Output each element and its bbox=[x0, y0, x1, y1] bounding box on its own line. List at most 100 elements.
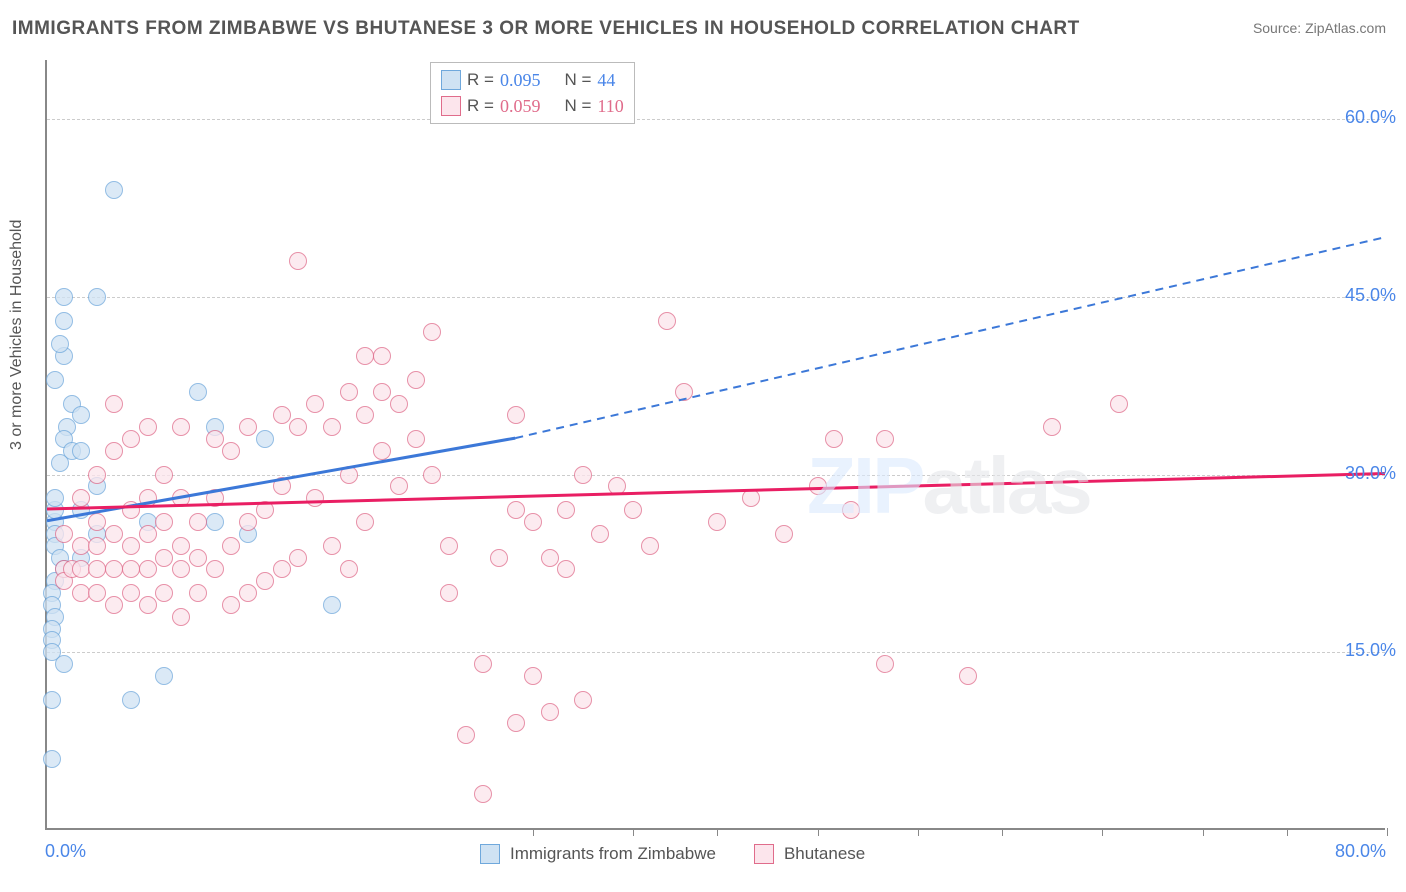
scatter-point-bhutanese bbox=[172, 560, 190, 578]
scatter-point-bhutanese bbox=[323, 418, 341, 436]
scatter-point-bhutanese bbox=[256, 501, 274, 519]
legend-stat-row-zimbabwe: R =0.095N =44 bbox=[441, 67, 624, 93]
scatter-point-zimbabwe bbox=[105, 181, 123, 199]
scatter-point-bhutanese bbox=[876, 430, 894, 448]
scatter-point-bhutanese bbox=[675, 383, 693, 401]
scatter-point-bhutanese bbox=[557, 560, 575, 578]
scatter-point-zimbabwe bbox=[256, 430, 274, 448]
scatter-point-bhutanese bbox=[139, 596, 157, 614]
scatter-point-bhutanese bbox=[139, 489, 157, 507]
scatter-point-bhutanese bbox=[356, 513, 374, 531]
legend-swatch bbox=[441, 70, 461, 90]
y-tick-label: 15.0% bbox=[1345, 640, 1396, 661]
scatter-point-bhutanese bbox=[72, 560, 90, 578]
scatter-point-bhutanese bbox=[306, 395, 324, 413]
scatter-point-zimbabwe bbox=[55, 655, 73, 673]
scatter-point-bhutanese bbox=[775, 525, 793, 543]
legend-series-box: Immigrants from Zimbabwe Bhutanese bbox=[480, 844, 893, 864]
scatter-point-bhutanese bbox=[139, 418, 157, 436]
scatter-point-bhutanese bbox=[122, 560, 140, 578]
scatter-point-bhutanese bbox=[390, 395, 408, 413]
scatter-point-bhutanese bbox=[825, 430, 843, 448]
scatter-point-bhutanese bbox=[457, 726, 475, 744]
x-tick bbox=[1203, 828, 1204, 836]
scatter-point-bhutanese bbox=[474, 655, 492, 673]
scatter-point-bhutanese bbox=[440, 584, 458, 602]
gridline-h bbox=[47, 475, 1385, 476]
scatter-point-bhutanese bbox=[608, 477, 626, 495]
scatter-point-bhutanese bbox=[122, 430, 140, 448]
scatter-point-bhutanese bbox=[591, 525, 609, 543]
scatter-point-bhutanese bbox=[172, 489, 190, 507]
scatter-point-bhutanese bbox=[708, 513, 726, 531]
legend-n-label: N = bbox=[564, 96, 591, 116]
scatter-point-bhutanese bbox=[507, 406, 525, 424]
scatter-point-zimbabwe bbox=[51, 454, 69, 472]
scatter-point-bhutanese bbox=[206, 430, 224, 448]
scatter-point-bhutanese bbox=[88, 584, 106, 602]
scatter-point-bhutanese bbox=[256, 572, 274, 590]
scatter-point-bhutanese bbox=[340, 560, 358, 578]
y-axis-label: 3 or more Vehicles in Household bbox=[8, 220, 26, 450]
scatter-point-bhutanese bbox=[524, 513, 542, 531]
scatter-point-bhutanese bbox=[122, 584, 140, 602]
legend-series-label: Bhutanese bbox=[784, 844, 865, 864]
x-tick bbox=[918, 828, 919, 836]
scatter-point-bhutanese bbox=[842, 501, 860, 519]
scatter-point-bhutanese bbox=[490, 549, 508, 567]
scatter-point-bhutanese bbox=[239, 513, 257, 531]
scatter-point-bhutanese bbox=[139, 525, 157, 543]
scatter-point-bhutanese bbox=[423, 466, 441, 484]
scatter-point-bhutanese bbox=[139, 560, 157, 578]
legend-r-label: R = bbox=[467, 70, 494, 90]
x-tick bbox=[1387, 828, 1388, 836]
scatter-point-bhutanese bbox=[574, 466, 592, 484]
legend-swatch bbox=[480, 844, 500, 864]
y-tick-label: 30.0% bbox=[1345, 463, 1396, 484]
scatter-point-bhutanese bbox=[72, 537, 90, 555]
x-tick bbox=[533, 828, 534, 836]
scatter-point-zimbabwe bbox=[46, 371, 64, 389]
gridline-h bbox=[47, 119, 1385, 120]
chart-plot-area: ZIPatlas bbox=[45, 60, 1385, 830]
x-tick bbox=[1287, 828, 1288, 836]
scatter-point-bhutanese bbox=[206, 560, 224, 578]
scatter-point-bhutanese bbox=[88, 560, 106, 578]
scatter-point-bhutanese bbox=[289, 418, 307, 436]
scatter-point-bhutanese bbox=[105, 395, 123, 413]
legend-r-label: R = bbox=[467, 96, 494, 116]
scatter-point-bhutanese bbox=[959, 667, 977, 685]
x-tick bbox=[818, 828, 819, 836]
scatter-point-zimbabwe bbox=[43, 750, 61, 768]
scatter-point-bhutanese bbox=[809, 477, 827, 495]
legend-n-value: 110 bbox=[597, 96, 623, 117]
scatter-point-bhutanese bbox=[373, 442, 391, 460]
scatter-point-bhutanese bbox=[440, 537, 458, 555]
scatter-point-bhutanese bbox=[105, 525, 123, 543]
scatter-point-bhutanese bbox=[323, 537, 341, 555]
scatter-point-bhutanese bbox=[189, 549, 207, 567]
scatter-point-bhutanese bbox=[407, 430, 425, 448]
legend-n-value: 44 bbox=[597, 70, 615, 91]
chart-title: IMMIGRANTS FROM ZIMBABWE VS BHUTANESE 3 … bbox=[12, 18, 1080, 40]
scatter-point-bhutanese bbox=[524, 667, 542, 685]
scatter-point-bhutanese bbox=[122, 501, 140, 519]
y-tick-label: 60.0% bbox=[1345, 107, 1396, 128]
scatter-point-bhutanese bbox=[876, 655, 894, 673]
x-tick bbox=[1102, 828, 1103, 836]
x-tick bbox=[717, 828, 718, 836]
scatter-point-bhutanese bbox=[624, 501, 642, 519]
scatter-point-bhutanese bbox=[222, 596, 240, 614]
scatter-point-bhutanese bbox=[541, 703, 559, 721]
legend-series-label: Immigrants from Zimbabwe bbox=[510, 844, 716, 864]
x-axis-max-label: 80.0% bbox=[1335, 841, 1386, 862]
scatter-point-bhutanese bbox=[289, 252, 307, 270]
scatter-point-bhutanese bbox=[105, 442, 123, 460]
scatter-point-bhutanese bbox=[658, 312, 676, 330]
scatter-point-bhutanese bbox=[189, 513, 207, 531]
scatter-point-bhutanese bbox=[72, 584, 90, 602]
scatter-point-zimbabwe bbox=[189, 383, 207, 401]
scatter-point-zimbabwe bbox=[55, 312, 73, 330]
scatter-point-bhutanese bbox=[273, 406, 291, 424]
scatter-point-bhutanese bbox=[340, 383, 358, 401]
